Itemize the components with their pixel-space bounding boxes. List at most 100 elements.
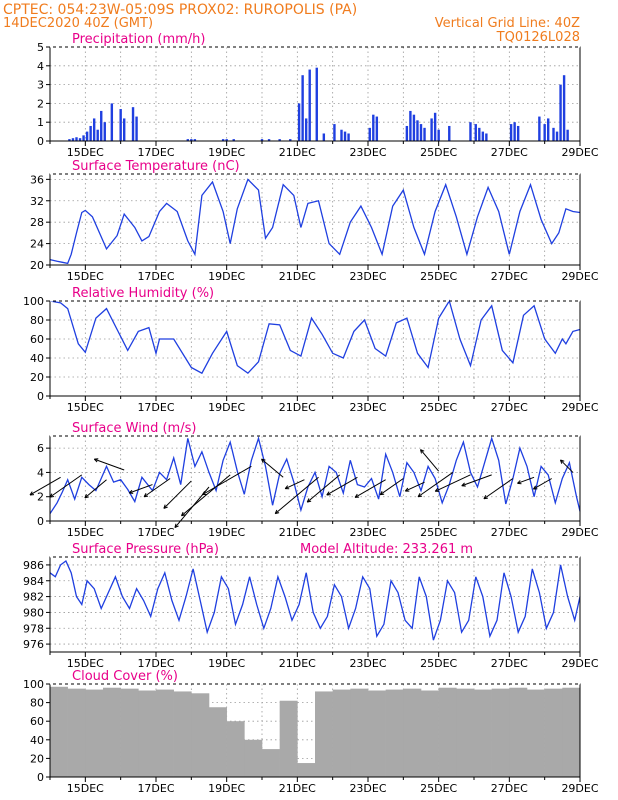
x-tick-label: 15DEC bbox=[67, 146, 104, 159]
cloud-bar bbox=[562, 687, 581, 777]
x-tick-label: 29DEC bbox=[561, 526, 598, 539]
precip-bar bbox=[131, 107, 135, 141]
wind-arrow bbox=[420, 449, 440, 472]
y-tick-label: 0 bbox=[37, 771, 44, 784]
y-tick-label: 986 bbox=[23, 559, 44, 572]
cloud-bar bbox=[50, 686, 68, 777]
y-tick-label: 0 bbox=[37, 390, 44, 403]
cloud-bar bbox=[103, 687, 121, 777]
y-tick-label: 6 bbox=[37, 442, 44, 455]
wind-arrow bbox=[284, 479, 305, 490]
precip-bar bbox=[423, 127, 426, 141]
y-tick-label: 978 bbox=[23, 622, 44, 635]
wind-arrow bbox=[261, 458, 284, 478]
precip-bar bbox=[416, 120, 419, 141]
precip-bar bbox=[513, 122, 516, 141]
temp-series-line bbox=[49, 178, 581, 265]
precip-bar bbox=[368, 127, 371, 141]
precip-bar bbox=[260, 139, 264, 141]
header-date: 14DEC2020 40Z (GMT) bbox=[3, 16, 153, 31]
header-grid-line: Vertical Grid Line: 40Z bbox=[435, 16, 580, 31]
y-tick-label: 4 bbox=[37, 466, 44, 479]
x-tick-label: 27DEC bbox=[491, 526, 528, 539]
x-tick-label: 19DEC bbox=[208, 782, 245, 795]
precip-bar bbox=[485, 133, 488, 141]
precip-bar bbox=[289, 139, 292, 141]
x-tick-label: 27DEC bbox=[491, 401, 528, 414]
x-tick-label: 25DEC bbox=[420, 401, 457, 414]
header-model: TQ0126L028 bbox=[496, 30, 580, 45]
y-tick-label: 5 bbox=[37, 41, 44, 54]
precip-bar bbox=[481, 131, 485, 141]
precip-bar bbox=[82, 135, 85, 141]
x-tick-label: 23DEC bbox=[349, 526, 386, 539]
precip-bar bbox=[333, 124, 336, 141]
precip-bar bbox=[100, 110, 103, 141]
x-tick-label: 17DEC bbox=[137, 657, 174, 670]
precip-bar bbox=[225, 139, 228, 141]
precip-bar bbox=[419, 124, 423, 141]
y-tick-label: 20 bbox=[30, 752, 44, 765]
precip-bar bbox=[68, 139, 71, 141]
cloud-bar bbox=[350, 688, 369, 777]
cloud-bar bbox=[191, 693, 210, 777]
cloud-bar bbox=[297, 763, 316, 777]
y-tick-label: 4 bbox=[37, 60, 44, 73]
precip-bar bbox=[297, 103, 301, 141]
precip-bar bbox=[538, 116, 541, 141]
panel-temp: 20 24 28 32 36 15DEC 17DEC 19DEC 21DEC 23DEC 25DEC… bbox=[30, 159, 599, 283]
x-tick-label: 23DEC bbox=[349, 657, 386, 670]
y-tick-label: 20 bbox=[30, 371, 44, 384]
x-tick-label: 27DEC bbox=[491, 782, 528, 795]
precip-bar bbox=[78, 138, 82, 141]
y-tick-label: 100 bbox=[23, 295, 44, 308]
precip-bar bbox=[308, 69, 311, 141]
wind-arrow bbox=[483, 478, 514, 500]
x-tick-label: 19DEC bbox=[208, 146, 245, 159]
x-tick-label: 25DEC bbox=[420, 657, 457, 670]
y-tick-label: 100 bbox=[23, 678, 44, 691]
wind-arrow bbox=[93, 458, 125, 471]
precip-bar bbox=[375, 116, 379, 141]
pressure-series-line bbox=[49, 559, 581, 641]
precip-bar bbox=[469, 122, 472, 141]
y-tick-label: 0 bbox=[37, 515, 44, 528]
cloud-bar bbox=[385, 689, 404, 777]
precip-bar bbox=[123, 118, 126, 141]
y-tick-label: 3 bbox=[37, 79, 44, 92]
cloud-bar bbox=[491, 688, 510, 777]
panels: 0 1 2 3 4 5 15DEC 17DEC 19DEC 21DEC 23DEC 25DEC 27DE… bbox=[23, 32, 599, 795]
y-tick-label: 60 bbox=[30, 715, 44, 728]
x-tick-label: 21DEC bbox=[279, 146, 316, 159]
x-tick-label: 17DEC bbox=[137, 270, 174, 283]
x-tick-label: 19DEC bbox=[208, 657, 245, 670]
precip-bar bbox=[559, 84, 562, 141]
x-tick-label: 21DEC bbox=[279, 401, 316, 414]
precip-bar bbox=[193, 139, 197, 141]
x-tick-label: 23DEC bbox=[349, 146, 386, 159]
x-tick-label: 29DEC bbox=[561, 401, 598, 414]
cloud-bar bbox=[226, 721, 245, 777]
precip-bar bbox=[412, 114, 416, 141]
y-tick-label: 40 bbox=[30, 352, 44, 365]
panel-title: Relative Humidity (%) bbox=[72, 286, 214, 301]
cloud-bar bbox=[474, 689, 492, 777]
x-tick-label: 19DEC bbox=[208, 270, 245, 283]
precip-bar bbox=[566, 129, 569, 141]
wind-arrow bbox=[181, 474, 231, 517]
wind-arrow bbox=[274, 476, 319, 515]
precip-bar bbox=[135, 116, 138, 141]
precip-bar bbox=[340, 129, 343, 141]
x-tick-label: 19DEC bbox=[208, 401, 245, 414]
y-tick-label: 60 bbox=[30, 333, 44, 346]
y-tick-label: 36 bbox=[30, 173, 44, 186]
y-tick-label: 2 bbox=[37, 491, 44, 504]
panel-annotation: Model Altitude: 233.261 m bbox=[300, 542, 473, 557]
x-tick-label: 21DEC bbox=[279, 526, 316, 539]
wind-arrow bbox=[517, 476, 535, 485]
cloud-bar bbox=[403, 688, 422, 777]
precip-bar bbox=[409, 110, 412, 141]
precip-bar bbox=[437, 129, 440, 141]
wind-arrow bbox=[143, 478, 171, 498]
